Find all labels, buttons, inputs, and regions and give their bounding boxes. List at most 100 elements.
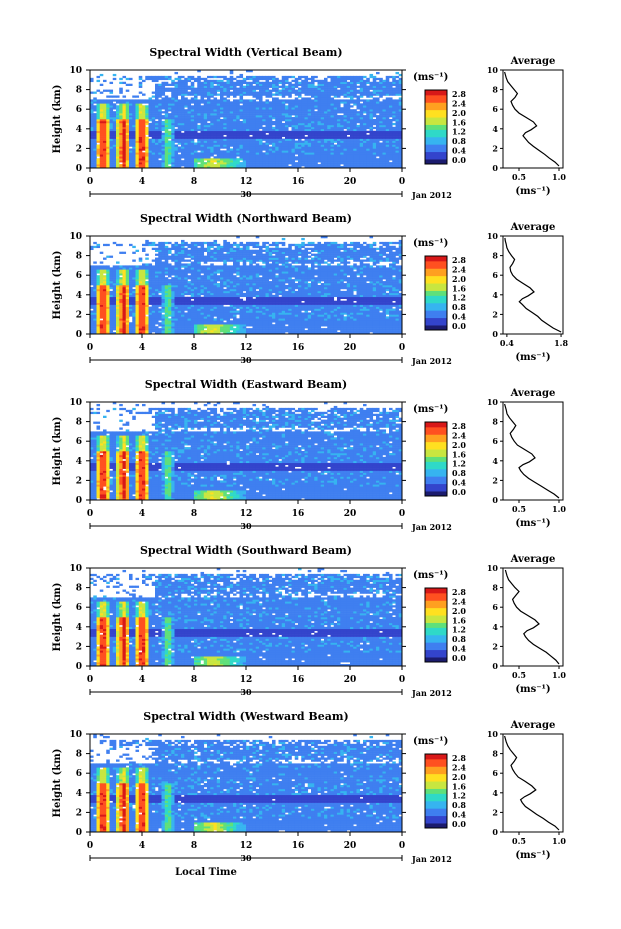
x-tick-label: 0 bbox=[399, 841, 405, 851]
profile-y-tick-label: 6 bbox=[492, 270, 498, 280]
y-tick-label: 8 bbox=[76, 584, 82, 594]
colorbar-segment bbox=[425, 307, 447, 311]
colorbar-segment bbox=[425, 607, 447, 611]
colorbar-label: 0.8 bbox=[452, 302, 466, 312]
x-tick-label: 16 bbox=[292, 675, 305, 685]
x-tick-label: 0 bbox=[399, 343, 405, 353]
colorbar-segment bbox=[425, 776, 447, 780]
profile-frame bbox=[502, 567, 564, 667]
colorbar-segment bbox=[425, 597, 447, 601]
profile-x-tick-label: 1.0 bbox=[552, 504, 566, 514]
colorbar-segment bbox=[425, 92, 447, 96]
y-axis-label: Height (km) bbox=[52, 749, 63, 818]
colorbar-segment bbox=[425, 422, 447, 425]
profile-y-tick-label: 10 bbox=[487, 563, 499, 573]
colorbar-segment bbox=[425, 620, 447, 623]
colorbar-segment bbox=[425, 778, 447, 782]
y-tick-label: 4 bbox=[76, 125, 82, 135]
colorbar-segment bbox=[425, 488, 447, 492]
colorbar-segment bbox=[425, 791, 447, 794]
colorbar-segment bbox=[425, 756, 447, 760]
y-tick-label: 0 bbox=[76, 496, 82, 506]
colorbar-segment bbox=[425, 114, 447, 118]
x-tick-label: 20 bbox=[344, 509, 357, 519]
x-tick-label: 0 bbox=[399, 675, 405, 685]
colorbar-label: 1.6 bbox=[452, 615, 466, 625]
colorbar-segment bbox=[425, 134, 447, 138]
colorbar-segment bbox=[425, 124, 447, 128]
chart-title: Spectral Width (Northward Beam) bbox=[140, 212, 352, 225]
y-tick-label: 6 bbox=[76, 271, 82, 281]
colorbar-segment bbox=[425, 320, 447, 323]
profile-y-tick-label: 2 bbox=[492, 641, 498, 651]
profile-y-tick-label: 6 bbox=[492, 436, 498, 446]
colorbar-label: 2.8 bbox=[452, 753, 466, 763]
colorbar-label: 0.0 bbox=[452, 321, 466, 331]
colorbar-label: 0.4 bbox=[452, 312, 466, 322]
x-tick-label: 12 bbox=[240, 177, 253, 187]
colorbar-segment bbox=[425, 305, 447, 309]
colorbar-segment bbox=[425, 283, 447, 286]
profile-title: Average bbox=[510, 388, 556, 399]
date-label: 30 bbox=[240, 189, 252, 199]
colorbar-segment bbox=[425, 768, 447, 772]
colorbar-segment bbox=[425, 605, 447, 609]
colorbar-segment bbox=[425, 610, 447, 614]
colorbar-label: 1.6 bbox=[452, 283, 466, 293]
colorbar-segment bbox=[425, 154, 447, 157]
colorbar-segment bbox=[425, 471, 447, 475]
profile-y-tick-label: 0 bbox=[492, 827, 498, 837]
y-tick-label: 8 bbox=[76, 418, 82, 428]
x-tick-label: 0 bbox=[87, 675, 93, 685]
colorbar-label: 2.0 bbox=[452, 274, 466, 284]
colorbar-segment bbox=[425, 102, 447, 106]
colorbar-segment bbox=[425, 146, 447, 150]
colorbar-label: 2.8 bbox=[452, 587, 466, 597]
colorbar-segment bbox=[425, 588, 447, 591]
chart-panel-2: Spectral Width (Northward Beam) Height (k… bbox=[52, 212, 568, 366]
colorbar-label: 2.4 bbox=[452, 430, 466, 440]
x-tick-label: 0 bbox=[399, 177, 405, 187]
colorbar-segment bbox=[425, 476, 447, 480]
colorbar-segment bbox=[425, 486, 447, 489]
colorbar-segment bbox=[425, 622, 447, 626]
x-tick-label: 0 bbox=[87, 343, 93, 353]
colorbar-segment bbox=[425, 481, 447, 485]
profile-y-tick-label: 10 bbox=[487, 65, 499, 75]
colorbar-segment bbox=[425, 156, 447, 160]
colorbar-label: 0.8 bbox=[452, 634, 466, 644]
profile-line bbox=[504, 237, 562, 333]
chart-title: Spectral Width (Eastward Beam) bbox=[145, 378, 347, 391]
profile-frame bbox=[502, 401, 564, 501]
colorbar-segment bbox=[425, 644, 447, 648]
profile-frame bbox=[502, 733, 564, 833]
x-tick-label: 4 bbox=[139, 509, 145, 519]
colorbar-segment bbox=[425, 629, 447, 633]
x-tick-label: 16 bbox=[292, 177, 305, 187]
colorbar-segment bbox=[425, 122, 447, 125]
colorbar-segment bbox=[425, 449, 447, 452]
colorbar-segment bbox=[425, 810, 447, 814]
colorbar-segment bbox=[425, 288, 447, 291]
chart-panel-3: Spectral Width (Eastward Beam) Height (km… bbox=[52, 378, 566, 532]
colorbar-segment bbox=[425, 273, 447, 277]
colorbar-segment bbox=[425, 617, 447, 621]
profile-y-tick-label: 2 bbox=[492, 475, 498, 485]
colorbar-segment bbox=[425, 659, 447, 663]
colorbar-frame bbox=[424, 587, 448, 663]
colorbar-segment bbox=[425, 783, 447, 787]
profile-y-tick-label: 10 bbox=[487, 729, 499, 739]
profile-y-tick-label: 6 bbox=[492, 104, 498, 114]
y-axis-label: Height (km) bbox=[52, 417, 63, 486]
colorbar-segment bbox=[425, 773, 447, 777]
profile-y-tick-label: 10 bbox=[487, 231, 499, 241]
colorbar-segment bbox=[425, 758, 447, 762]
colorbar-segment bbox=[425, 647, 447, 651]
colorbar-segment bbox=[425, 446, 447, 450]
profile-y-tick-label: 8 bbox=[492, 583, 498, 593]
date-suffix: Jan 2012 bbox=[411, 522, 452, 532]
colorbar-segment bbox=[425, 310, 447, 314]
colorbar-label: 1.2 bbox=[452, 293, 466, 303]
colorbar-segment bbox=[425, 151, 447, 155]
